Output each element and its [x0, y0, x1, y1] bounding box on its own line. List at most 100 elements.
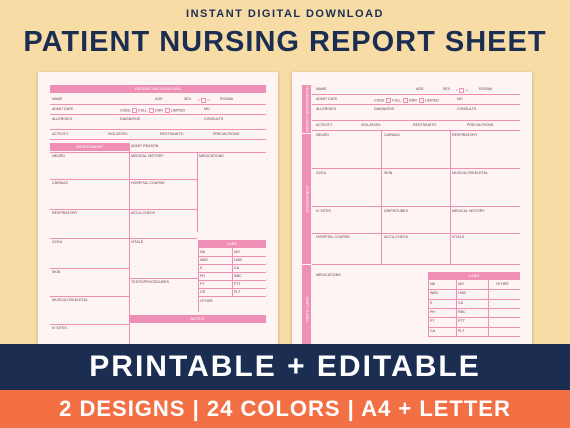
sex-f-option[interactable]: F — [198, 98, 201, 103]
restraints-label: RESTRAINTS: — [160, 132, 184, 136]
code-status[interactable]: CODE FULL DNR LIMITED — [120, 108, 185, 113]
code-dnr-label: DNR — [155, 108, 163, 113]
divider — [312, 130, 520, 131]
column-divider — [129, 143, 130, 352]
lab-value-label: PH — [430, 309, 435, 314]
respiratory-label: RESPIRATORY — [52, 211, 78, 215]
code-status[interactable]: CODE FULL DNR LIMITED — [374, 98, 439, 103]
column-divider — [381, 130, 382, 264]
sex-f-checkbox[interactable] — [201, 98, 207, 103]
diagnosis-label: DIAGNOSIS — [120, 117, 140, 121]
lab-value-label: PLT — [458, 328, 465, 333]
skin-label: SKIN — [52, 270, 61, 274]
cardiac-label: CARDIAC — [384, 133, 401, 137]
code-full-label: FULL — [392, 98, 402, 103]
lab-value-label: CA — [458, 300, 463, 305]
assessment-bar: ASSESSMENT — [50, 143, 129, 151]
divider — [50, 152, 266, 153]
accu-check-label: ACCU-CHECK — [384, 235, 408, 239]
gi-gu-label: GI/GU — [52, 240, 63, 244]
lab-value-label: CA — [430, 328, 435, 333]
vitals-label: VITALS — [131, 240, 144, 244]
sex-m-option[interactable]: M — [465, 88, 469, 93]
divider — [50, 129, 266, 130]
code-full-label: FULL — [138, 108, 148, 113]
neuro-label: NEURO — [316, 133, 329, 137]
md-label: MD — [457, 97, 463, 101]
lab-value-label: CR — [200, 290, 206, 294]
code-full-checkbox[interactable] — [386, 98, 392, 103]
assessment-side-label: ASSESSMENT — [304, 185, 309, 213]
lab-value-label: WBC — [200, 258, 209, 262]
admit-date-label: ADMIT DATE — [52, 107, 74, 111]
allergies-label: ALLERGIES — [52, 117, 72, 121]
sex-f-checkbox[interactable] — [459, 88, 465, 93]
code-limited-checkbox[interactable] — [164, 108, 170, 113]
page-title: PATIENT NURSING REPORT SHEET — [23, 26, 547, 58]
age-label: AGE — [416, 87, 424, 91]
lab-value-label: PT — [430, 319, 435, 324]
restraints-label: RESTRAINTS: — [413, 123, 437, 127]
neuro-label: NEURO — [52, 154, 65, 158]
drips-tubes-label: DRIPS/TUBES — [384, 209, 408, 213]
labs-row-divider — [198, 288, 266, 289]
hospital-course-label: HOSPITAL COURSE — [131, 181, 165, 185]
divider — [50, 139, 266, 140]
precautions-label: PRECAUTIONS: — [213, 132, 240, 136]
divider — [50, 104, 266, 105]
lab-value-label: MG — [234, 250, 240, 254]
patient-background-bar: PATIENT BACKGROUND — [50, 85, 266, 93]
divider — [50, 209, 197, 210]
code-full-checkbox[interactable] — [132, 108, 138, 113]
medications-label: MEDICATIONS — [316, 273, 341, 277]
code-dnr-checkbox[interactable] — [403, 98, 409, 103]
column-divider — [197, 152, 198, 232]
room-label: ROOM# — [220, 97, 234, 101]
lab-value-label: NA — [430, 282, 435, 286]
isolation-label: ISOLATION: — [361, 123, 381, 127]
iv-sites-label: IV SITES — [316, 209, 331, 213]
divider — [312, 233, 520, 234]
divider — [312, 94, 520, 95]
respiratory-label: RESPIRATORY — [452, 133, 478, 137]
musculoskeletal-label: MUSCULOSKELETAL — [452, 171, 488, 175]
labs-row-divider — [198, 256, 266, 257]
tests-procedures-label: TESTS/PROCEDURES — [131, 280, 169, 284]
code-label: CODE — [120, 108, 131, 113]
report-sheet-design-2: PATIENT BACKGROUND ASSESSMENT MEDS / LAB… — [292, 72, 532, 352]
md-label: MD — [204, 107, 210, 111]
sex-f-option[interactable]: F — [456, 88, 459, 93]
lab-value-label: CA — [234, 266, 239, 270]
activity-label: ACTIVITY: — [316, 123, 333, 127]
code-limited-label: LIMITED — [424, 98, 440, 103]
admit-reason-label: ADMIT REASON — [131, 144, 159, 148]
divider — [50, 268, 129, 269]
code-limited-checkbox[interactable] — [418, 98, 424, 103]
lab-value-label: HGB — [458, 291, 466, 296]
isolation-label: ISOLATION: — [108, 132, 128, 136]
labs-row-divider — [198, 272, 266, 273]
printable-editable-banner: PRINTABLE + EDITABLE — [0, 344, 570, 390]
divider — [312, 168, 520, 169]
meds-labs-side-label: MEDS / LABS — [304, 295, 309, 322]
labs-other-label: OTHER — [496, 282, 509, 286]
lab-value-label: RBC — [458, 309, 466, 314]
lab-value-label: NA — [200, 250, 205, 254]
lab-value-label: HGB — [234, 258, 242, 262]
sex-m-option[interactable]: M — [207, 98, 211, 103]
iv-sites-label: IV SITES — [52, 326, 67, 330]
notes-bar: NOTES — [129, 315, 266, 323]
patient-background-side-label: PATIENT BACKGROUND — [304, 85, 309, 133]
sex-label: SEX — [443, 87, 451, 91]
hospital-course-label: HOSPITAL COURSE — [316, 235, 350, 239]
assessment-side-bar: ASSESSMENT — [302, 134, 311, 264]
sex-label: SEX — [184, 97, 192, 101]
lab-value-label: RBC — [234, 274, 242, 278]
patient-background-side-bar: PATIENT BACKGROUND — [302, 85, 311, 133]
divider — [312, 206, 520, 207]
code-dnr-checkbox[interactable] — [149, 108, 155, 113]
room-label: ROOM# — [479, 87, 493, 91]
age-label: AGE — [155, 97, 163, 101]
